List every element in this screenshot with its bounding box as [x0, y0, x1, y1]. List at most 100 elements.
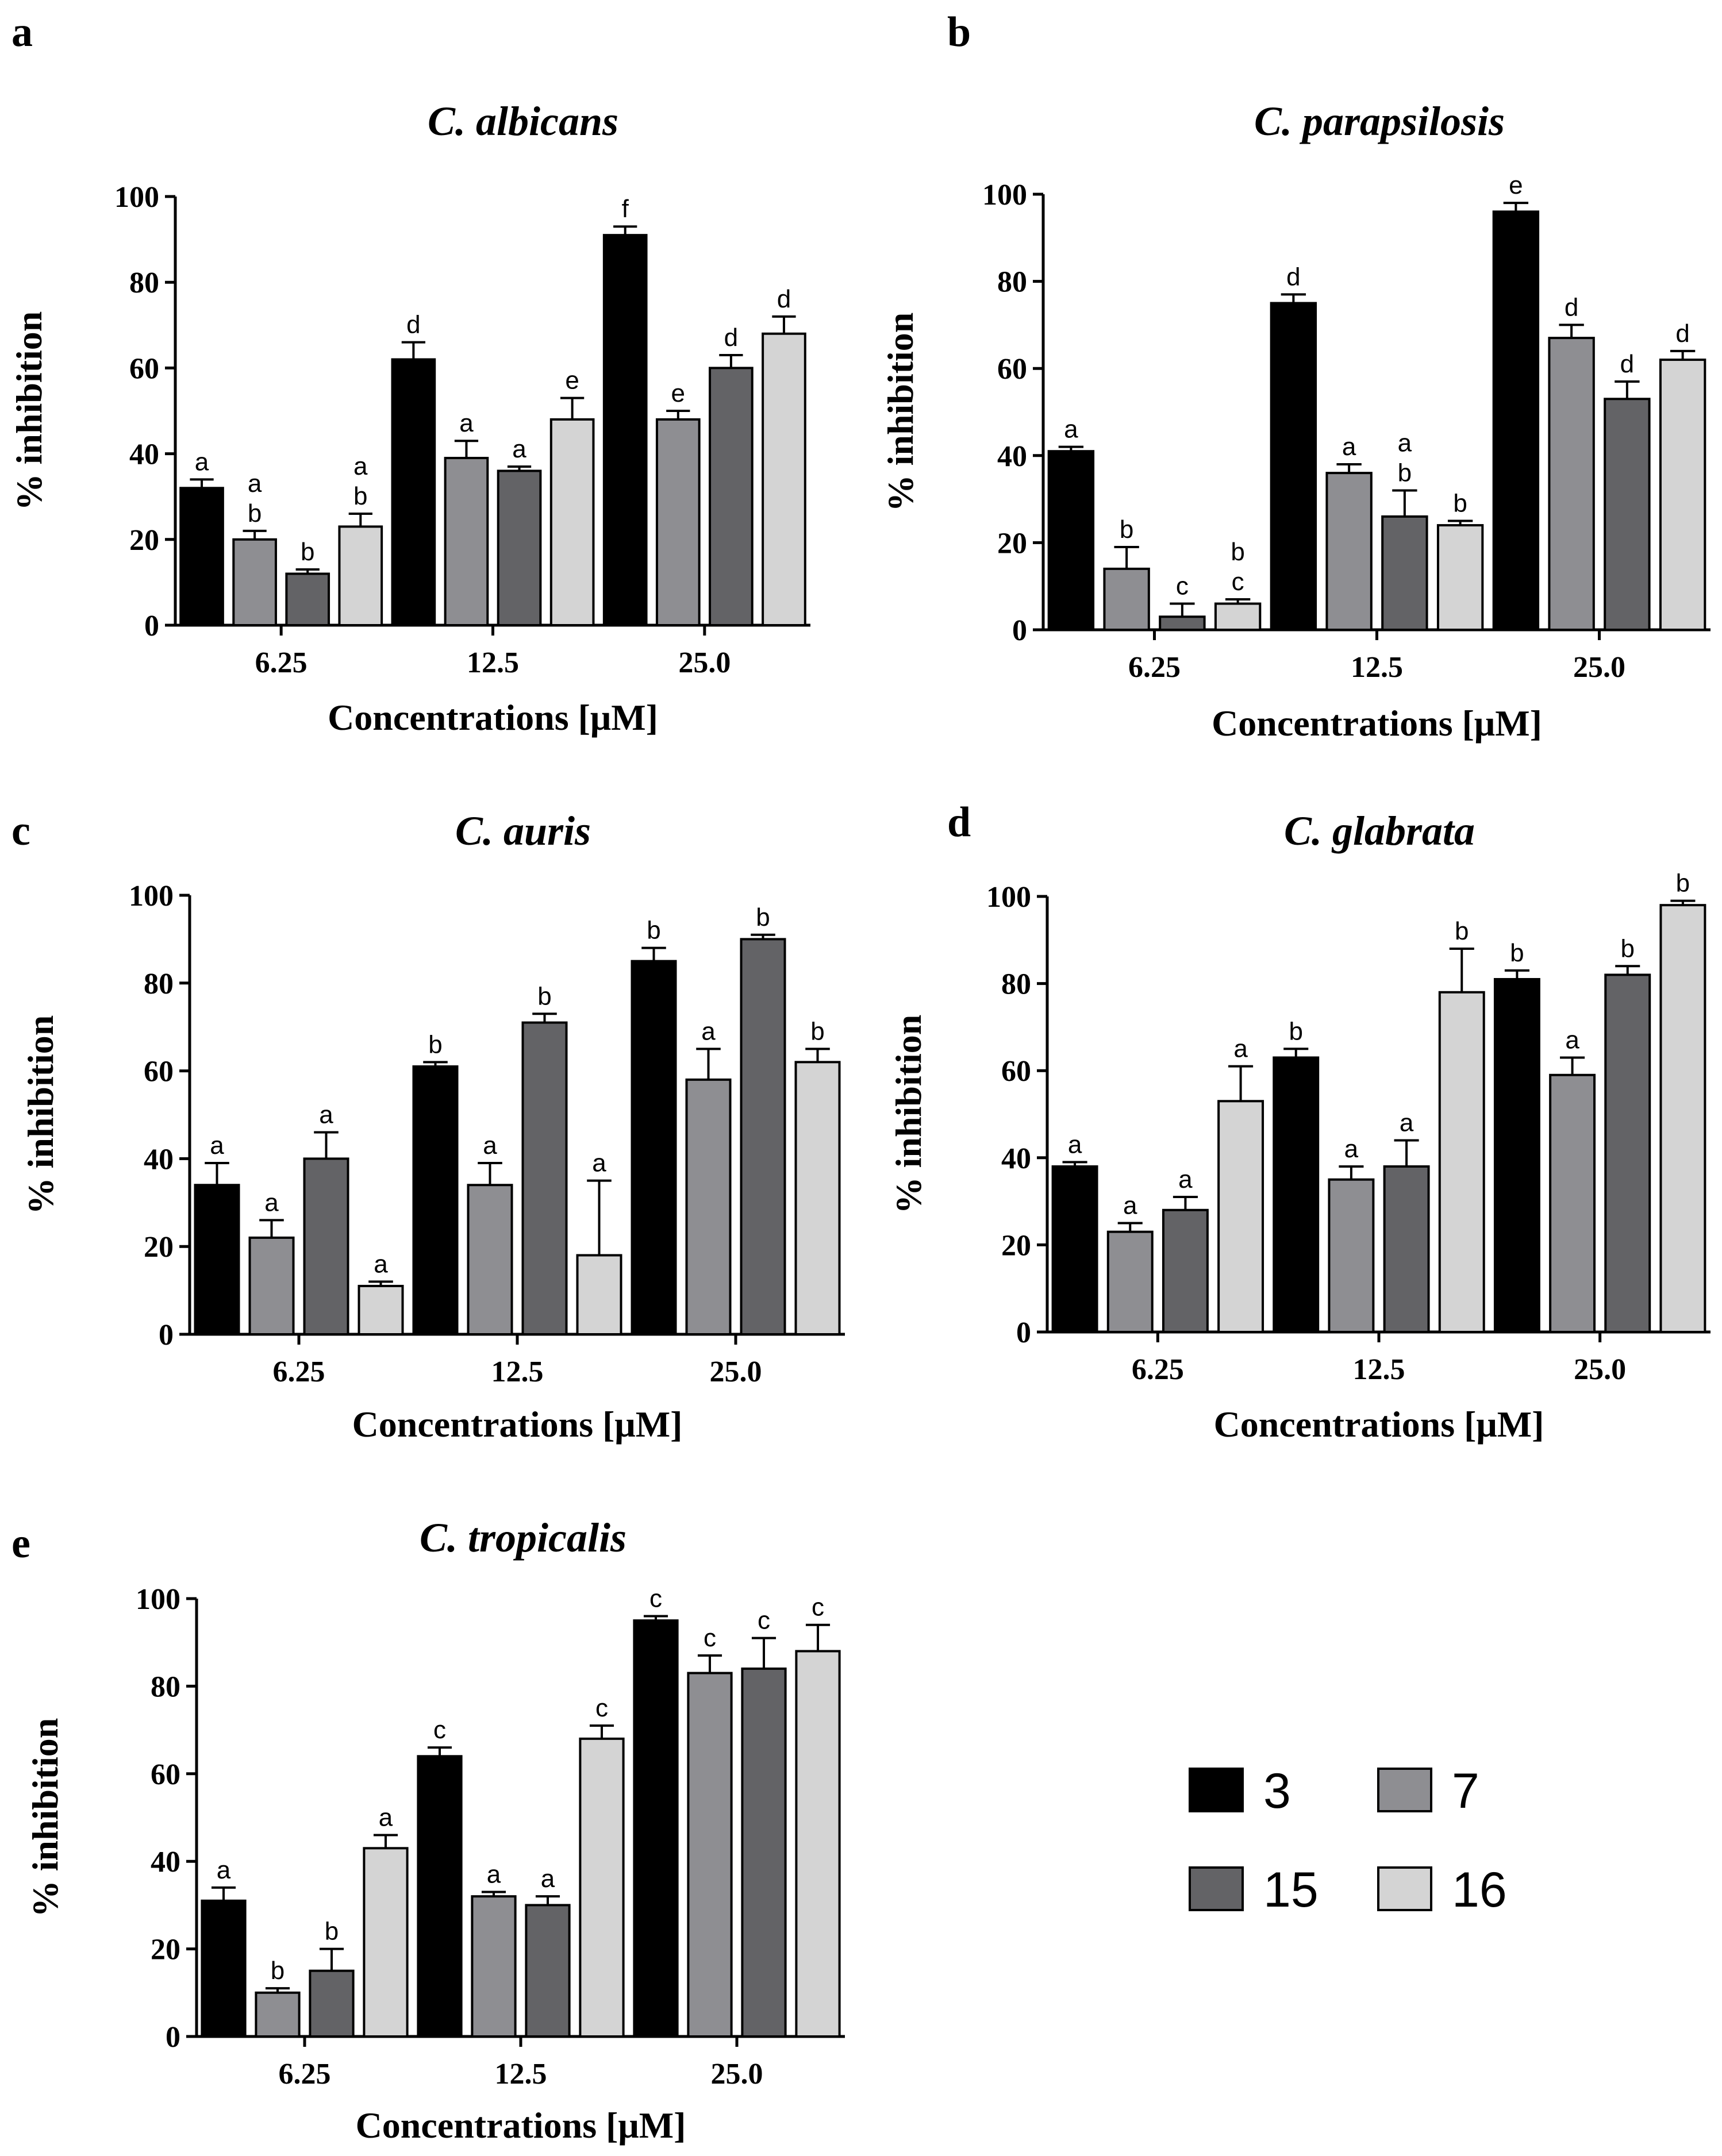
significance-letter: a — [1064, 415, 1078, 444]
x-tick-label: 6.25 — [1132, 1353, 1184, 1386]
bar-compound-7-6.25 — [255, 1991, 301, 2038]
significance-letter: c — [704, 1624, 716, 1652]
panel-letter: d — [947, 799, 971, 846]
x-tick-label: 12.5 — [1351, 651, 1403, 684]
significance-letter: a — [264, 1188, 279, 1216]
significance-letter: a — [1398, 429, 1412, 457]
x-tick-label: 6.25 — [279, 2058, 331, 2090]
y-tick-label: 60 — [997, 353, 1027, 386]
bar-compound-7-25.0 — [685, 1078, 732, 1335]
y-tick-label: 40 — [997, 440, 1027, 473]
bar-compound-7-6.25 — [248, 1236, 295, 1335]
bar-compound-16-12.5 — [576, 1254, 622, 1335]
significance-letter: a — [1068, 1130, 1082, 1158]
bar-compound-7-12.5 — [1328, 1178, 1375, 1333]
chart-title: C. auris — [455, 808, 591, 854]
x-tick-label: 25.0 — [678, 646, 731, 679]
significance-letter: a — [487, 1861, 501, 1889]
y-tick-label: 80 — [129, 267, 159, 299]
x-tick-label: 12.5 — [495, 2058, 547, 2090]
significance-letter: b — [1455, 917, 1469, 945]
bar-compound-3-12.5 — [1270, 302, 1317, 631]
bar-compound-3-12.5 — [391, 358, 436, 626]
y-tick-label: 80 — [997, 266, 1027, 299]
bar-compound-3-6.25 — [1051, 1165, 1098, 1333]
panel-letter: b — [947, 9, 971, 56]
significance-letter: d — [1565, 293, 1578, 321]
bar-compound-15-6.25 — [303, 1157, 349, 1336]
y-tick-label: 40 — [129, 438, 159, 471]
bar-compound-16-12.5 — [579, 1737, 625, 2038]
significance-letter: a — [210, 1131, 224, 1160]
y-tick-label: 100 — [114, 181, 159, 214]
x-axis-title: Concentrations [μM] — [356, 2105, 686, 2146]
bar-compound-15-25.0 — [709, 367, 754, 627]
bar-compound-16-25.0 — [794, 1061, 841, 1335]
significance-letter: d — [1675, 319, 1689, 348]
legend-swatch-3 — [1189, 1768, 1244, 1812]
bar-compound-15-12.5 — [1383, 1165, 1430, 1333]
x-tick-label: 12.5 — [1353, 1353, 1405, 1386]
significance-letter: c — [595, 1694, 608, 1722]
significance-letter: b — [325, 1918, 339, 1946]
significance-letter: d — [406, 311, 420, 339]
y-tick-label: 0 — [1012, 614, 1027, 647]
bar-compound-16-25.0 — [1659, 904, 1706, 1334]
bar-compound-3-12.5 — [412, 1065, 459, 1335]
bar-compound-3-6.25 — [1047, 450, 1095, 631]
legend-label: 3 — [1263, 1764, 1291, 1819]
x-tick-label: 25.0 — [711, 2058, 763, 2090]
y-tick-label: 60 — [144, 1056, 174, 1088]
chart-panel-c: c C. auris 0 20 40 60 80 100 % inhibition 6.25 a a a… — [11, 807, 845, 1445]
x-axis-title: Concentrations [μM] — [1214, 1404, 1544, 1445]
y-tick-label: 100 — [129, 880, 174, 913]
panel-letter: a — [11, 9, 33, 56]
chart-title: C. parapsilosis — [1254, 98, 1505, 144]
significance-letter: a — [374, 1250, 388, 1278]
significance-letter: a — [1178, 1165, 1193, 1194]
significance-letter: b — [756, 903, 770, 931]
significance-letter: b — [428, 1030, 442, 1058]
x-tick-label: 25.0 — [1573, 651, 1625, 684]
y-tick-label: 40 — [151, 1846, 180, 1878]
y-tick-label: 40 — [144, 1143, 174, 1176]
bar-compound-3-6.25 — [194, 1184, 240, 1335]
y-tick-label: 0 — [1016, 1316, 1031, 1349]
bar-compound-15-25.0 — [740, 938, 786, 1335]
legend-label: 15 — [1263, 1862, 1319, 1918]
significance-letter: b — [1676, 869, 1690, 898]
bar-compound-7-25.0 — [687, 1672, 733, 2038]
x-axis-title: Concentrations [μM] — [1212, 703, 1542, 744]
y-tick-label: 20 — [1001, 1229, 1031, 1262]
significance-letter: c — [1176, 572, 1189, 600]
significance-letter: a — [701, 1017, 716, 1045]
bar-compound-16-25.0 — [1659, 359, 1706, 631]
significance-letter: d — [1620, 350, 1634, 378]
significance-letter: b — [810, 1017, 824, 1045]
bar-compound-16-6.25 — [358, 1284, 404, 1335]
significance-letter: e — [671, 379, 685, 407]
chart-title: C. tropicalis — [420, 1515, 626, 1561]
bar-compound-16-12.5 — [549, 418, 595, 626]
bar-compound-15-12.5 — [1381, 515, 1428, 631]
bar-compound-7-12.5 — [467, 1184, 513, 1335]
significance-letter: a — [1342, 433, 1356, 461]
x-tick-label: 12.5 — [491, 1356, 544, 1388]
bar-compound-15-12.5 — [525, 1904, 571, 2038]
legend-swatch-15 — [1189, 1866, 1244, 1911]
y-tick-label: 20 — [997, 527, 1027, 560]
bar-compound-7-6.25 — [1103, 567, 1150, 632]
y-tick-label: 80 — [1001, 968, 1031, 1001]
significance-letter: b — [353, 482, 367, 510]
significance-letter: b — [1289, 1017, 1303, 1045]
significance-letter: b — [537, 982, 551, 1010]
x-tick-label: 12.5 — [467, 646, 519, 679]
panel-letter: e — [11, 1520, 30, 1567]
bar-compound-15-6.25 — [285, 572, 330, 626]
significance-letter: a — [1233, 1035, 1248, 1063]
bar-compound-3-25.0 — [1492, 210, 1540, 631]
significance-letter: b — [1398, 459, 1412, 487]
bar-compound-7-12.5 — [444, 457, 489, 626]
significance-letter: e — [565, 367, 579, 395]
y-tick-label: 80 — [151, 1670, 180, 1703]
